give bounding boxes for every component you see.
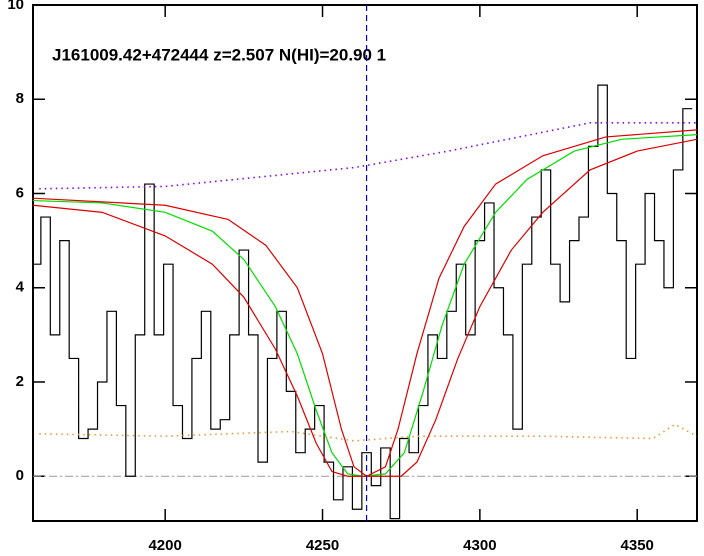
flux-spectrum: [33, 84, 693, 520]
y-tick-label: 2: [16, 373, 24, 390]
y-tick-label: 0: [16, 467, 24, 484]
plot-frame: [32, 4, 698, 522]
model-line: [39, 122, 697, 190]
model-line: [33, 138, 697, 477]
y-tick-label: 10: [7, 0, 24, 13]
model-line: [39, 423, 697, 442]
y-tick-label: 4: [16, 279, 25, 296]
y-tick-label: 6: [16, 184, 24, 201]
x-tick-label: 4250: [306, 537, 339, 554]
chart-title: J161009.42+472444 z=2.507 N(HI)=20.90 1: [52, 45, 386, 64]
y-tick-label: 8: [16, 90, 24, 107]
model-line: [33, 133, 697, 477]
x-tick-label: 4350: [621, 537, 654, 554]
model-line: [33, 129, 697, 477]
x-tick-label: 4200: [148, 537, 181, 554]
x-tick-label: 4300: [463, 537, 496, 554]
